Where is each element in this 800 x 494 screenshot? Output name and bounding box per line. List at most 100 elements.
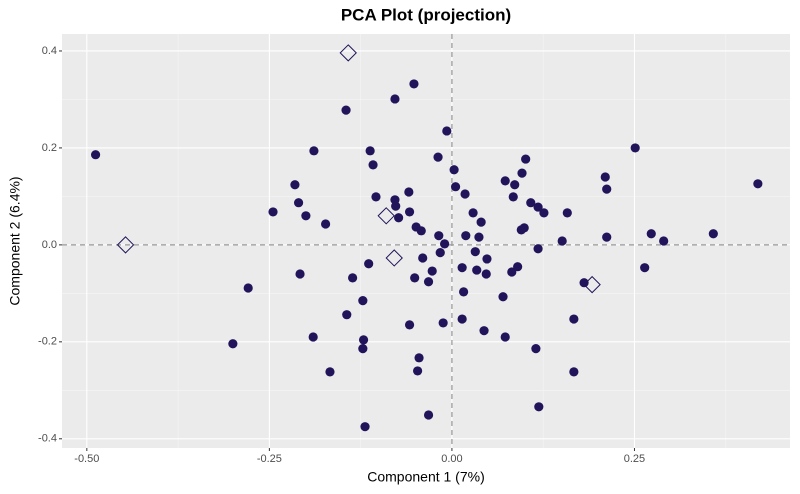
point: [414, 353, 424, 363]
projection-point: [116, 236, 135, 254]
point: [521, 154, 531, 164]
point: [309, 146, 319, 156]
point: [442, 126, 452, 136]
point: [470, 247, 480, 257]
point: [364, 259, 374, 269]
point: [579, 278, 589, 288]
point: [498, 292, 508, 302]
point: [569, 314, 579, 324]
point: [602, 184, 612, 194]
y-tick-label: 0.0: [42, 239, 57, 251]
point: [640, 263, 650, 273]
point: [358, 344, 368, 354]
point: [600, 172, 610, 182]
point: [390, 94, 400, 104]
point: [562, 208, 572, 218]
chart-title: PCA Plot (projection): [341, 5, 511, 24]
point: [460, 189, 470, 199]
point: [440, 239, 450, 249]
point: [342, 310, 352, 320]
point: [358, 296, 368, 306]
point: [569, 367, 579, 377]
point: [468, 208, 478, 218]
x-axis-title: Component 1 (7%): [367, 469, 485, 485]
point: [433, 152, 443, 162]
point: [500, 176, 510, 186]
point: [325, 367, 335, 377]
point: [659, 236, 669, 246]
x-tick-label: -0.25: [257, 453, 282, 465]
point: [507, 267, 517, 277]
y-axis-title: Component 2 (6.4%): [7, 176, 23, 305]
point: [348, 273, 358, 283]
point: [449, 165, 459, 175]
projection-point: [339, 44, 357, 62]
point: [557, 236, 567, 246]
point: [479, 326, 489, 336]
point: [459, 287, 469, 297]
point: [533, 202, 543, 212]
point: [427, 266, 437, 276]
point: [533, 244, 543, 254]
point: [753, 179, 763, 189]
x-tick-label: -0.50: [74, 453, 99, 465]
point: [435, 248, 445, 258]
point: [360, 422, 370, 432]
point: [404, 320, 415, 330]
point: [457, 263, 467, 273]
projection-point: [583, 275, 601, 294]
y-tick-label: 0.2: [42, 142, 57, 154]
point: [482, 254, 492, 264]
point: [630, 143, 640, 153]
point: [450, 182, 461, 192]
y-tick-label: -0.2: [38, 336, 57, 348]
point: [268, 207, 278, 217]
point: [476, 217, 486, 227]
point: [508, 192, 518, 202]
point: [472, 265, 482, 275]
point: [301, 211, 311, 221]
y-tick-label: 0.4: [42, 45, 57, 57]
point: [368, 160, 378, 170]
point: [513, 262, 523, 272]
point: [534, 402, 544, 412]
point: [404, 207, 415, 217]
point: [358, 335, 369, 345]
point: [413, 366, 423, 376]
point: [510, 180, 520, 190]
projection-point: [385, 249, 403, 267]
point: [519, 223, 529, 233]
point: [461, 231, 471, 241]
point: [708, 229, 718, 239]
point: [526, 198, 536, 208]
point: [391, 201, 401, 211]
point: [320, 219, 331, 229]
point: [293, 198, 304, 208]
y-tick-label: -0.4: [38, 433, 57, 445]
point: [409, 79, 419, 89]
point: [394, 213, 404, 223]
point: [365, 146, 375, 156]
plot-panel: [62, 34, 790, 448]
point: [481, 269, 491, 279]
point: [341, 105, 351, 115]
point: [646, 229, 656, 239]
point: [434, 231, 444, 241]
point: [228, 339, 238, 349]
point: [500, 332, 510, 342]
point: [308, 332, 318, 342]
point: [295, 269, 305, 279]
projection-point: [377, 207, 395, 225]
x-tick-label: 0.25: [624, 453, 645, 465]
point: [517, 168, 527, 178]
point: [418, 253, 428, 263]
point: [474, 232, 484, 242]
point: [438, 318, 448, 328]
point: [290, 180, 300, 190]
point: [531, 344, 541, 354]
point: [410, 273, 420, 283]
x-tick-label: 0.00: [441, 453, 462, 465]
point: [423, 410, 434, 420]
